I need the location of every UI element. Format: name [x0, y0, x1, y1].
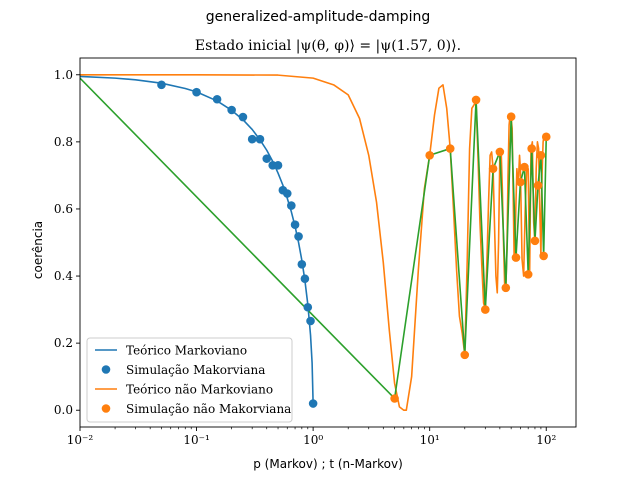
legend-label: Teórico não Markoviano [126, 383, 273, 397]
data-point-simula-o-makorviana [157, 80, 166, 90]
y-tick-label: 0.0 [54, 403, 73, 417]
data-point-simula-o-n-o-makorviana [523, 270, 533, 279]
y-axis-label: coerência [31, 221, 45, 279]
legend-box [86, 337, 293, 423]
data-point-simula-o-makorviana [303, 302, 313, 312]
data-point-simula-o-n-o-makorviana [481, 305, 490, 314]
series-line-te-rico-n-o-markoviano [80, 73, 547, 412]
data-point-simula-o-makorviana [282, 189, 292, 198]
data-point-simula-o-makorviana [308, 399, 318, 408]
data-point-simula-o-makorviana [290, 220, 300, 230]
data-point-simula-o-makorviana [238, 112, 248, 122]
data-point-simula-o-makorviana [300, 274, 310, 284]
data-point-simula-o-makorviana [192, 87, 201, 97]
data-point-simula-o-n-o-makorviana [536, 150, 546, 160]
data-point-simula-o-makorviana [287, 201, 296, 210]
data-point-simula-o-n-o-makorviana [530, 236, 540, 246]
x-tick-label: 10⁻² [67, 433, 94, 447]
axes-frame [79, 57, 577, 428]
y-tick-label: 0.8 [54, 135, 73, 149]
data-point-simula-o-n-o-makorviana [541, 132, 551, 142]
data-point-simula-o-n-o-makorviana [445, 144, 455, 153]
data-point-simula-o-n-o-makorviana [533, 181, 543, 190]
data-point-simula-o-makorviana [294, 232, 303, 241]
data-point-simula-o-n-o-makorviana [511, 253, 521, 262]
data-point-simula-o-n-o-makorviana [390, 394, 399, 403]
legend: Teórico Markoviano Simulação Makorviana Te… [86, 337, 293, 423]
y-tick-label: 1.0 [54, 68, 73, 82]
y-tick-label: 0.6 [54, 202, 73, 216]
data-point-simula-o-n-o-makorviana [471, 95, 481, 105]
x-tick-label: 10² [536, 433, 556, 447]
data-point-simula-o-makorviana [227, 105, 236, 115]
x-tick-label: 10⁻¹ [183, 433, 209, 447]
data-point-simula-o-n-o-makorviana [516, 177, 525, 187]
data-point-simula-o-n-o-makorviana [506, 112, 516, 121]
data-point-simula-o-makorviana [212, 94, 222, 104]
data-point-simula-o-n-o-makorviana [520, 162, 529, 172]
data-point-simula-o-makorviana [247, 134, 257, 144]
legend-marker-swatch [101, 365, 111, 374]
data-point-simula-o-n-o-makorviana [495, 147, 505, 157]
legend-label: Teórico Markoviano [126, 344, 247, 358]
data-point-simula-o-n-o-makorviana [460, 350, 470, 360]
x-tick-label: 10¹ [420, 433, 440, 447]
x-tick-label: 10⁰ [303, 433, 323, 447]
data-point-simula-o-n-o-makorviana [527, 144, 536, 153]
legend-label: Simulação Makorviana [126, 363, 265, 377]
data-point-simula-o-n-o-makorviana [539, 251, 548, 261]
data-point-simula-o-makorviana [255, 134, 265, 144]
data-point-simula-o-makorviana [273, 161, 283, 170]
data-point-simula-o-n-o-makorviana [488, 164, 498, 173]
data-point-simula-o-n-o-makorviana [425, 150, 434, 160]
figure-suptitle: generalized-amplitude-damping [206, 9, 430, 25]
legend-marker-swatch [101, 404, 111, 413]
data-point-simula-o-makorviana [262, 154, 272, 163]
plot-area: 10⁻² 10⁻¹ 10⁰ 10¹ 10² 0.0 0.2 0.4 0.6 0.8 1.0 Teóri… [54, 57, 577, 447]
series-group [80, 73, 551, 412]
data-point-simula-o-n-o-makorviana [501, 283, 511, 293]
chart-title: Estado inicial |ψ(θ, φ)⟩ = |ψ(1.57, 0)⟩. [195, 38, 461, 54]
x-axis-label: p (Markov) ; t (n-Markov) [253, 457, 403, 471]
y-tick-label: 0.4 [54, 269, 73, 283]
data-point-simula-o-makorviana [297, 260, 307, 269]
data-point-simula-o-makorviana [306, 316, 315, 326]
y-tick-label: 0.2 [54, 336, 73, 350]
legend-label: Simulação não Makorviana [126, 402, 291, 416]
